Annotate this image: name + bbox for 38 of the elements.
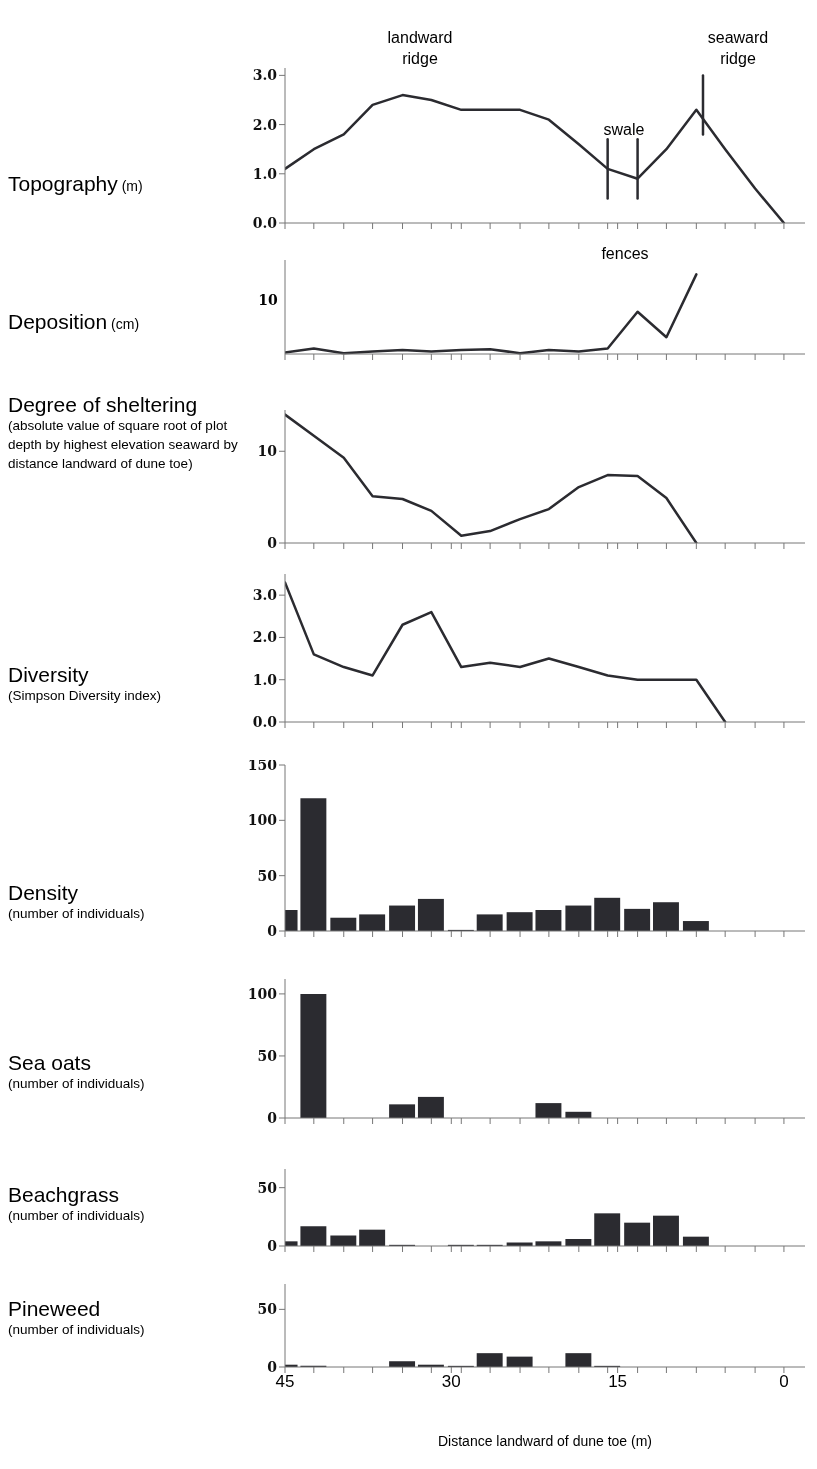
y-tick-label: 0: [267, 534, 278, 551]
x-tick-label: 15: [608, 1372, 628, 1392]
y-tick-label: 0.0: [252, 214, 278, 231]
y-tick-label: 10: [257, 443, 278, 460]
text: landward ridge: [386, 28, 454, 69]
annotation: swale: [602, 120, 646, 140]
x-tick-label: 45: [275, 1372, 295, 1392]
x-tick-label: 0: [779, 1372, 789, 1392]
y-tick-label: 0: [267, 1358, 278, 1375]
y-tick-label: 3.0: [252, 67, 278, 84]
y-tick-label: 0: [267, 1109, 278, 1126]
y-tick-label: 50: [257, 867, 278, 884]
y-axis-title: Sea oats (number of individuals): [8, 1051, 146, 1094]
y-tick-label: 0.0: [252, 713, 278, 730]
y-tick-label: 50: [257, 1047, 278, 1064]
y-axis-title: Beachgrass (number of individuals): [8, 1183, 146, 1226]
x-tick-label: 30: [441, 1372, 461, 1392]
y-tick-label: 100: [247, 985, 278, 1002]
y-tick-label: 0: [267, 1237, 278, 1254]
y-axis-title: Pineweed (number of individuals): [8, 1297, 146, 1340]
y-tick-label: 50: [257, 1301, 278, 1318]
y-axis-title: Deposition (cm): [8, 310, 140, 333]
y-tick-label: 0: [267, 922, 278, 939]
y-tick-label: 2.0: [252, 116, 278, 133]
text: fences: [600, 244, 650, 264]
y-tick-label: 1.0: [252, 165, 278, 182]
x-axis-title: Distance landward of dune toe (m): [437, 1433, 653, 1449]
y-tick-label: 2.0: [252, 629, 278, 646]
y-tick-label: 150: [247, 756, 278, 773]
y-axis-title: Density (number of individuals): [8, 881, 146, 924]
y-axis-title: Topography (m): [8, 172, 143, 195]
y-axis-title: Degree of sheltering (absolute value of square root of plot depth by highest elevation seaward by distance landward of dune toe): [8, 393, 238, 473]
text: seaward ridge: [706, 28, 770, 69]
y-tick-label: 1.0: [252, 671, 278, 688]
y-tick-label: 100: [247, 812, 278, 829]
y-tick-label: 50: [257, 1179, 278, 1196]
y-axis-title: Diversity (Simpson Diversity index): [8, 663, 163, 706]
y-tick-label: 3.0: [252, 587, 278, 604]
